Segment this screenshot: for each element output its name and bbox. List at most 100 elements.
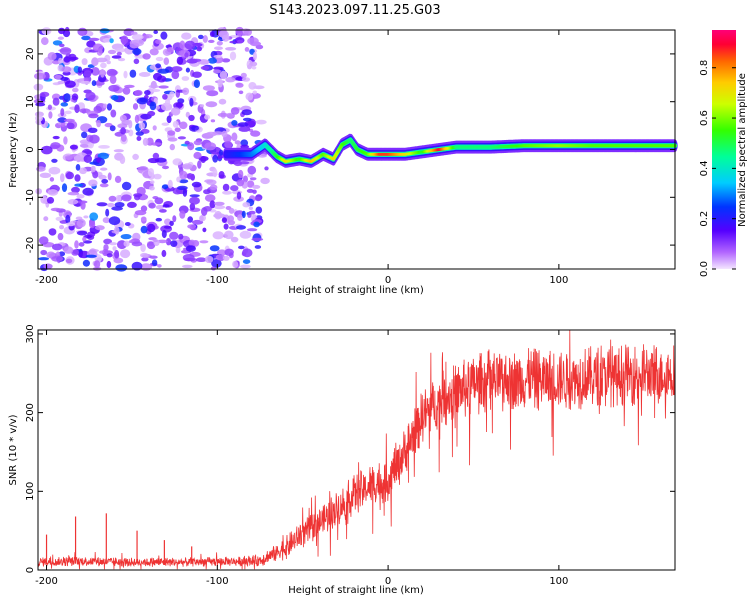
noise-blob	[159, 209, 167, 213]
noise-blob	[191, 219, 204, 225]
noise-blob	[88, 113, 99, 119]
noise-blob	[185, 67, 190, 73]
noise-blob	[52, 135, 60, 140]
noise-blob	[203, 189, 211, 195]
noise-blob	[138, 72, 151, 77]
noise-blob	[57, 36, 64, 40]
noise-blob	[149, 180, 155, 185]
noise-blob	[160, 31, 168, 40]
noise-blob	[212, 231, 224, 240]
noise-blob	[202, 85, 215, 91]
noise-blob	[224, 248, 234, 256]
noise-blob	[183, 257, 196, 262]
noise-blob	[60, 173, 65, 183]
noise-blob	[91, 67, 100, 76]
noise-blob	[147, 223, 156, 233]
noise-blob	[162, 165, 169, 170]
noise-blob	[123, 70, 128, 79]
noise-blob	[241, 248, 253, 258]
noise-blob	[150, 142, 162, 146]
noise-blob	[117, 123, 128, 129]
noise-blob	[136, 97, 148, 105]
x-tick-label: -100	[206, 275, 229, 286]
noise-blob	[165, 238, 172, 246]
noise-blob	[57, 232, 64, 241]
snr-plot-area	[38, 330, 675, 570]
noise-blob	[162, 204, 170, 208]
noise-blob	[162, 93, 168, 100]
noise-blob	[201, 207, 208, 216]
noise-blob	[134, 114, 140, 124]
noise-blob	[109, 38, 114, 44]
noise-blob	[213, 66, 224, 71]
noise-blob	[64, 155, 73, 161]
noise-blob	[229, 51, 237, 61]
noise-blob	[163, 57, 170, 65]
noise-blob	[218, 98, 227, 105]
spectrogram-trace	[222, 133, 678, 168]
noise-blob	[157, 68, 170, 74]
noise-blob	[76, 230, 88, 236]
noise-blob	[147, 110, 156, 117]
noise-blob	[81, 35, 91, 41]
noise-blob	[95, 225, 105, 231]
noise-blob	[146, 241, 156, 250]
noise-blob	[100, 68, 105, 78]
noise-blob	[247, 165, 257, 175]
noise-blob	[214, 210, 222, 220]
noise-blob	[57, 117, 67, 123]
noise-blob	[100, 28, 110, 34]
noise-blob	[132, 48, 142, 55]
colorbar-tick-label: 0.2	[699, 211, 710, 227]
noise-blob	[245, 92, 254, 101]
noise-blob	[179, 121, 188, 130]
x-tick-label: 0	[385, 275, 391, 286]
noise-blob	[39, 91, 50, 97]
noise-blob	[128, 119, 133, 129]
noise-blob	[76, 218, 86, 228]
noise-blob	[38, 236, 49, 245]
noise-blob	[41, 145, 53, 155]
noise-blob	[117, 57, 126, 62]
noise-blob	[112, 246, 117, 251]
noise-blob	[197, 160, 202, 169]
noise-blob	[91, 80, 97, 87]
noise-blob	[189, 203, 196, 211]
snr-y-axis: 0 100 200 300	[25, 324, 675, 573]
noise-blob	[264, 166, 269, 171]
noise-blob	[213, 205, 226, 210]
noise-blob	[210, 119, 216, 123]
noise-blob	[106, 60, 111, 65]
snr-y-label: SNR (10 * v/v)	[8, 414, 19, 485]
noise-blob	[144, 90, 151, 96]
noise-blob	[161, 122, 170, 126]
noise-blob	[211, 259, 222, 268]
noise-blob	[62, 71, 71, 76]
noise-blob	[121, 194, 132, 202]
noise-blob	[96, 57, 108, 63]
noise-blob	[250, 130, 261, 137]
noise-blob	[175, 246, 181, 254]
noise-blob	[140, 252, 149, 258]
noise-blob	[242, 202, 251, 208]
x-tick-label: 100	[549, 275, 568, 286]
noise-blob	[251, 237, 264, 241]
noise-blob	[155, 39, 162, 44]
noise-blob	[83, 70, 92, 78]
noise-blob	[176, 56, 184, 65]
noise-blob	[187, 142, 195, 151]
colorbar-gradient	[712, 30, 736, 269]
noise-blob	[184, 52, 189, 58]
noise-blob	[63, 93, 71, 103]
noise-blob	[46, 196, 55, 204]
noise-blob	[47, 104, 53, 110]
noise-blob	[177, 136, 186, 140]
noise-blob	[255, 196, 262, 202]
noise-blob	[182, 163, 193, 170]
noise-blob	[52, 97, 60, 106]
noise-blob	[241, 77, 251, 82]
noise-blob	[69, 56, 79, 61]
noise-blob	[147, 157, 160, 164]
